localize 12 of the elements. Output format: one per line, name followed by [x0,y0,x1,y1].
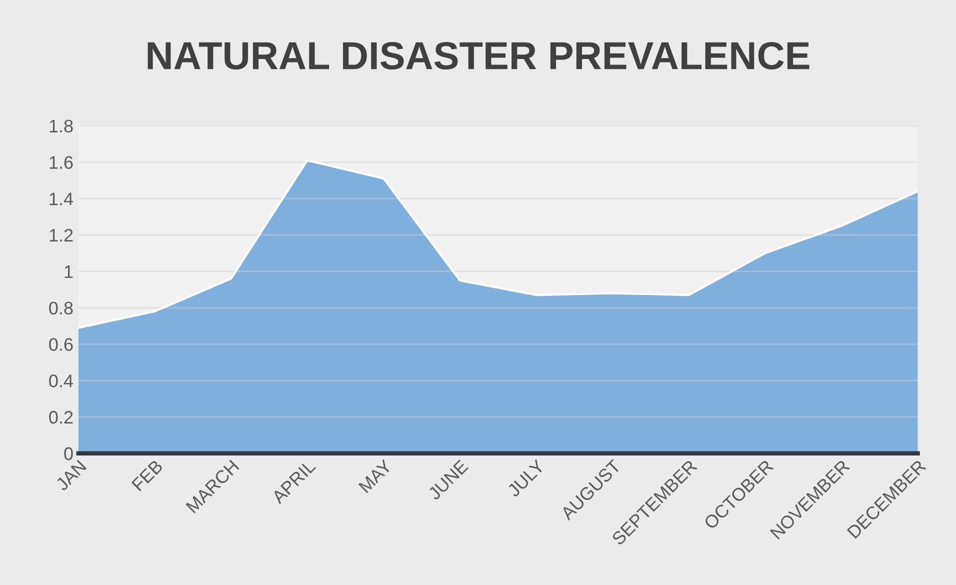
y-tick-label: 0.8 [49,302,73,314]
y-tick-label: 0.2 [49,410,73,424]
y-tick-label: 1.6 [50,156,73,169]
y-tick-label: 0.6 [49,338,73,351]
y-tick-label: 1.8 [50,120,73,132]
y-tick-label: 0.4 [49,374,74,388]
x-tick-label: FEB [131,459,164,492]
chart-title: NATURAL DISASTER PREVALENCE [148,42,810,70]
y-tick-label: 0 [64,447,73,460]
y-tick-label: 1.4 [50,192,74,206]
y-tick-label: 1.2 [50,228,73,242]
y-tick-label: 1 [64,265,73,278]
